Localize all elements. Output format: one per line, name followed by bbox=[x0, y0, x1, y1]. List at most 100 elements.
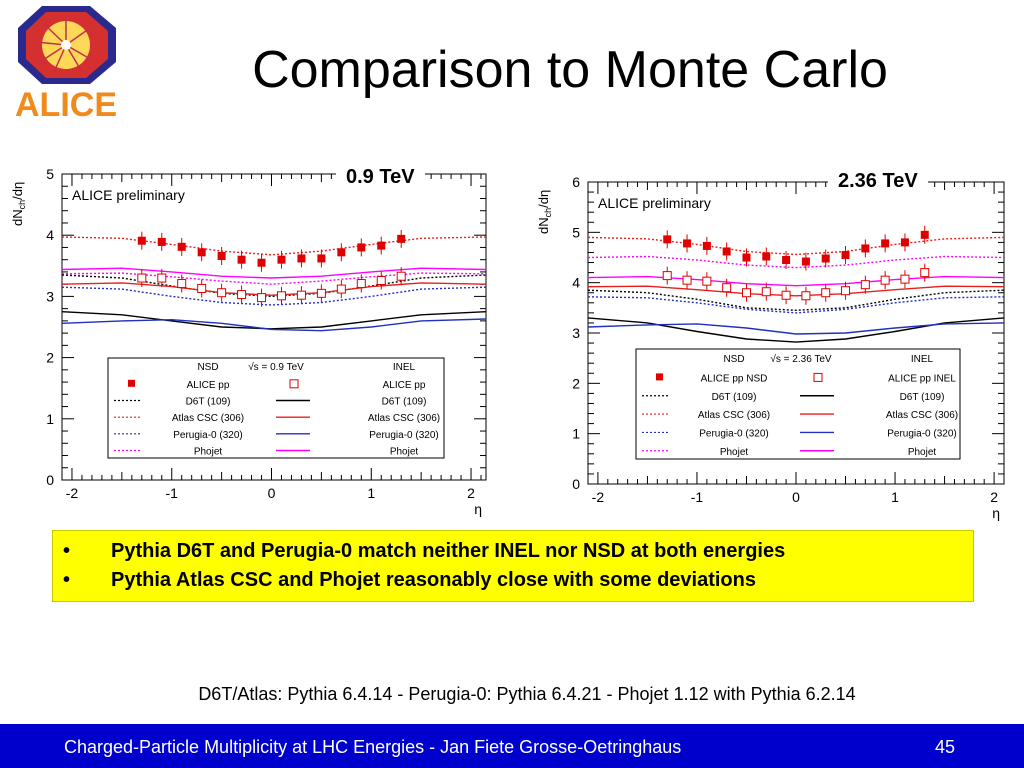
legend-label-inel: Perugia-0 (320) bbox=[887, 428, 956, 439]
data-point-inel bbox=[880, 275, 890, 285]
legend-label-nsd: ALICE pp NSD bbox=[701, 373, 768, 384]
x-tick-label: -1 bbox=[166, 485, 179, 501]
data-point-inel bbox=[920, 268, 930, 278]
x-tick-label: 1 bbox=[891, 489, 899, 505]
data-point-nsd bbox=[377, 241, 386, 250]
y-tick-label: 4 bbox=[572, 275, 580, 291]
data-point-inel bbox=[662, 271, 672, 281]
y-tick-label: 5 bbox=[46, 166, 54, 182]
mc-curve-inel_perugia bbox=[61, 318, 487, 332]
data-point-inel bbox=[761, 287, 771, 297]
y-tick-label: 5 bbox=[572, 224, 580, 240]
x-tick-label: 1 bbox=[367, 485, 375, 501]
legend-label-nsd: Atlas CSC (306) bbox=[172, 413, 244, 424]
data-point-inel bbox=[841, 286, 851, 296]
legend-marker-inel bbox=[289, 379, 299, 389]
energy-label-2-36: 2.36 TeV bbox=[828, 168, 928, 195]
data-point-inel bbox=[801, 291, 811, 301]
data-point-nsd bbox=[197, 248, 206, 257]
legend-label-nsd: Phojet bbox=[194, 447, 223, 458]
alice-logo-text: ALICE bbox=[15, 86, 117, 122]
data-point-nsd bbox=[881, 239, 890, 248]
data-point-nsd bbox=[397, 234, 406, 243]
data-point-nsd bbox=[357, 243, 366, 252]
data-point-nsd bbox=[157, 237, 166, 246]
bullet-symbol: • bbox=[63, 569, 71, 591]
data-point-nsd bbox=[841, 250, 850, 259]
data-point-inel bbox=[722, 283, 732, 293]
page-number: 45 bbox=[935, 737, 956, 757]
mc-curve-inel_perugia bbox=[587, 322, 1005, 335]
data-point-nsd bbox=[237, 255, 246, 264]
mc-curve-nsd_phojet bbox=[587, 255, 1005, 269]
data-point-inel bbox=[316, 288, 326, 298]
legend-label-inel: Atlas CSC (306) bbox=[368, 413, 440, 424]
data-point-nsd bbox=[177, 242, 186, 251]
energy-label-0-9: 0.9 TeV bbox=[336, 164, 425, 191]
legend-header: √s = 0.9 TeV bbox=[248, 361, 304, 373]
x-tick-label: 2 bbox=[467, 485, 475, 501]
mc-curve-nsd_perugia bbox=[587, 296, 1005, 314]
data-point-inel bbox=[217, 288, 227, 298]
data-point-nsd bbox=[782, 256, 791, 265]
bullet-text: Pythia Atlas CSC and Phojet reasonably c… bbox=[111, 569, 756, 591]
data-point-nsd bbox=[801, 257, 810, 266]
legend-marker-nsd bbox=[656, 373, 663, 381]
footer-text: Charged-Particle Multiplicity at LHC Ene… bbox=[64, 737, 682, 757]
data-point-nsd bbox=[317, 254, 326, 263]
mc-curve-nsd_perugia bbox=[61, 286, 487, 306]
legend-label-inel: Atlas CSC (306) bbox=[886, 410, 958, 421]
legend-box bbox=[635, 348, 961, 460]
data-point-inel bbox=[276, 291, 286, 301]
data-point-nsd bbox=[762, 252, 771, 261]
legend-label-inel: Perugia-0 (320) bbox=[369, 430, 438, 441]
x-tick-label: -1 bbox=[691, 489, 704, 505]
x-tick-label: -2 bbox=[66, 485, 79, 501]
footer-bar: Charged-Particle Multiplicity at LHC Ene… bbox=[0, 724, 1024, 768]
legend-header: INEL bbox=[911, 354, 934, 365]
y-tick-label: 2 bbox=[572, 375, 580, 391]
data-point-inel bbox=[821, 288, 831, 298]
data-point-inel bbox=[237, 290, 247, 300]
data-point-inel bbox=[702, 276, 712, 286]
y-tick-label: 0 bbox=[46, 472, 54, 488]
data-point-inel bbox=[900, 274, 910, 284]
data-point-nsd bbox=[137, 236, 146, 245]
data-point-inel bbox=[296, 290, 306, 300]
data-point-inel bbox=[741, 288, 751, 298]
data-point-nsd bbox=[821, 254, 830, 263]
data-point-inel bbox=[376, 275, 386, 285]
data-point-inel bbox=[682, 275, 692, 285]
data-point-inel bbox=[157, 273, 167, 283]
mc-curve-inel_phojet bbox=[61, 267, 487, 279]
annotation-preliminary: ALICE preliminary bbox=[72, 187, 185, 203]
legend-label-nsd: D6T (109) bbox=[712, 392, 757, 403]
data-point-inel bbox=[137, 273, 147, 283]
y-tick-label: 1 bbox=[46, 411, 54, 427]
data-point-nsd bbox=[663, 235, 672, 244]
bullet-item: • Pythia D6T and Perugia-0 match neither… bbox=[63, 537, 973, 566]
y-tick-label: 3 bbox=[572, 325, 580, 341]
legend-header: INEL bbox=[393, 362, 416, 373]
data-point-inel bbox=[356, 279, 366, 289]
y-tick-label: 4 bbox=[46, 227, 54, 243]
legend-header: NSD bbox=[197, 362, 218, 373]
data-point-inel bbox=[860, 280, 870, 290]
legend-label-inel: D6T (109) bbox=[900, 392, 945, 403]
legend-marker-inel bbox=[813, 372, 823, 382]
data-point-nsd bbox=[257, 258, 266, 267]
data-point-inel bbox=[396, 271, 406, 281]
y-axis-label: dNch/dη bbox=[536, 190, 553, 234]
data-point-nsd bbox=[900, 238, 909, 247]
annotation-preliminary: ALICE preliminary bbox=[598, 195, 711, 211]
legend-header: NSD bbox=[723, 354, 744, 365]
mc-curve-nsd_d6t bbox=[587, 289, 1005, 312]
legend-label-inel: ALICE pp bbox=[383, 380, 426, 391]
legend-box bbox=[107, 357, 445, 459]
data-point-nsd bbox=[277, 255, 286, 264]
data-point-inel bbox=[781, 290, 791, 300]
data-point-nsd bbox=[861, 244, 870, 253]
legend-marker-nsd bbox=[128, 379, 135, 387]
legend-label-inel: ALICE pp INEL bbox=[888, 373, 956, 384]
